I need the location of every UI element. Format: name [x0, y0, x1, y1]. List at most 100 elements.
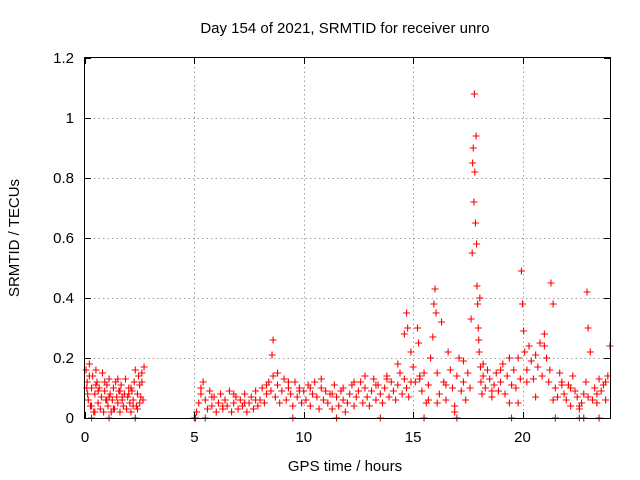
data-point — [534, 363, 542, 371]
data-point — [127, 384, 135, 392]
data-point — [129, 402, 137, 410]
data-point — [381, 384, 389, 392]
data-point — [475, 336, 483, 344]
data-point — [85, 360, 93, 368]
data-point — [117, 381, 125, 389]
data-point — [418, 387, 426, 395]
data-point — [287, 390, 295, 398]
data-point — [540, 342, 548, 350]
x-tick-label: 15 — [405, 429, 422, 446]
data-point — [556, 369, 564, 377]
data-point — [201, 396, 209, 404]
data-point — [404, 324, 412, 332]
data-point — [567, 402, 575, 410]
data-points — [82, 90, 614, 422]
data-point — [398, 390, 406, 398]
data-point — [234, 405, 242, 413]
data-point — [457, 387, 465, 395]
x-tick-label: 5 — [190, 429, 198, 446]
data-point — [466, 384, 474, 392]
data-point — [584, 393, 592, 401]
data-point — [315, 405, 323, 413]
data-point — [459, 378, 467, 386]
data-point — [589, 396, 596, 404]
data-point — [403, 384, 411, 392]
data-point — [595, 375, 603, 383]
data-point — [469, 159, 477, 167]
plot-frame — [84, 57, 611, 419]
data-point — [431, 285, 439, 293]
data-point — [517, 267, 525, 275]
data-point — [254, 402, 262, 410]
data-point — [101, 387, 109, 395]
data-point — [249, 405, 257, 413]
data-point — [341, 408, 349, 416]
data-point — [529, 375, 537, 383]
data-point — [260, 399, 268, 407]
data-point — [490, 381, 498, 389]
data-point — [583, 288, 591, 296]
data-point — [477, 378, 485, 386]
data-point — [449, 384, 456, 392]
grid-lines — [85, 58, 610, 418]
data-point — [92, 366, 100, 374]
data-point — [311, 378, 319, 386]
data-point — [354, 387, 362, 395]
data-point — [497, 378, 505, 386]
data-point — [252, 387, 260, 395]
data-point — [549, 300, 557, 308]
data-point — [400, 375, 408, 383]
axis-ticks — [85, 58, 610, 419]
data-point — [269, 372, 277, 380]
data-point — [350, 378, 358, 386]
x-tick-label: 10 — [295, 429, 312, 446]
data-point — [252, 396, 260, 404]
data-point — [497, 366, 505, 374]
data-point — [586, 348, 594, 356]
data-point — [136, 399, 144, 407]
data-point — [363, 393, 371, 401]
data-point — [274, 369, 281, 377]
data-point — [547, 279, 555, 287]
data-point — [127, 408, 135, 416]
data-point — [82, 366, 90, 374]
data-point — [481, 384, 489, 392]
data-point — [494, 387, 502, 395]
data-point — [214, 399, 222, 407]
data-point — [197, 384, 205, 392]
data-point — [433, 399, 441, 407]
data-point — [416, 375, 424, 383]
data-point — [135, 372, 143, 380]
data-point — [411, 378, 419, 386]
data-point — [558, 381, 566, 389]
data-point — [328, 405, 336, 413]
data-point — [403, 309, 411, 317]
data-point — [93, 378, 101, 386]
data-point — [121, 375, 129, 383]
data-point — [106, 390, 114, 398]
data-point — [479, 360, 487, 368]
data-point — [473, 240, 481, 248]
data-point — [591, 384, 599, 392]
data-point — [92, 381, 100, 389]
data-point — [514, 399, 522, 407]
data-point — [523, 378, 531, 386]
data-point — [407, 348, 415, 356]
data-point — [474, 324, 482, 332]
data-point — [228, 408, 236, 416]
data-point — [91, 390, 99, 398]
data-point — [263, 390, 271, 398]
data-point — [317, 384, 325, 392]
data-point — [291, 378, 299, 386]
data-point — [116, 387, 124, 395]
data-point — [195, 399, 203, 407]
data-point — [339, 396, 347, 404]
data-point — [376, 390, 384, 398]
y-tick-label: 0.8 — [53, 170, 74, 187]
data-point — [118, 393, 126, 401]
data-point — [116, 408, 124, 416]
data-point — [510, 366, 518, 374]
data-point — [536, 339, 544, 347]
data-point — [361, 372, 369, 380]
data-point — [138, 378, 146, 386]
